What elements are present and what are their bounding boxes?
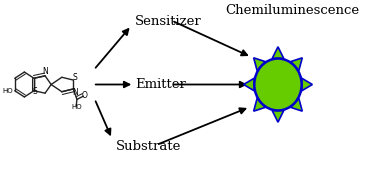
Polygon shape bbox=[254, 98, 265, 111]
Text: Sensitizer: Sensitizer bbox=[135, 15, 202, 28]
Polygon shape bbox=[244, 78, 254, 91]
Text: Substrate: Substrate bbox=[116, 140, 181, 153]
Polygon shape bbox=[302, 78, 313, 91]
Text: S: S bbox=[32, 87, 37, 96]
Polygon shape bbox=[291, 58, 302, 71]
Text: Chemiluminescence: Chemiluminescence bbox=[225, 4, 359, 17]
Text: S: S bbox=[72, 73, 77, 82]
Text: N: N bbox=[72, 88, 78, 97]
Polygon shape bbox=[254, 58, 265, 71]
Text: HO: HO bbox=[71, 104, 81, 110]
Text: Emitter: Emitter bbox=[135, 78, 186, 91]
Polygon shape bbox=[272, 111, 284, 122]
Text: O: O bbox=[82, 91, 88, 100]
Ellipse shape bbox=[254, 58, 302, 111]
Polygon shape bbox=[272, 47, 284, 58]
Text: N: N bbox=[42, 67, 48, 76]
Polygon shape bbox=[291, 98, 302, 111]
Text: HO: HO bbox=[2, 88, 12, 94]
